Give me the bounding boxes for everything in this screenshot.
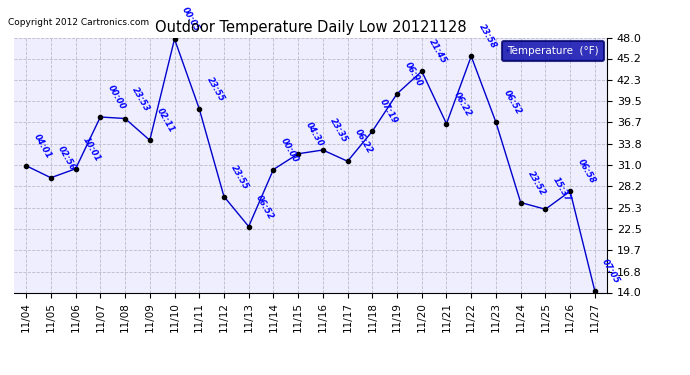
Text: 04:01: 04:01	[32, 132, 53, 160]
Text: 06:52: 06:52	[254, 193, 275, 221]
Text: 23:52: 23:52	[526, 169, 547, 197]
Text: 07:05: 07:05	[600, 258, 622, 285]
Text: 06:58: 06:58	[575, 158, 597, 186]
Text: 00:00: 00:00	[106, 84, 127, 111]
Text: 00:00: 00:00	[279, 136, 300, 164]
Text: 04:30: 04:30	[304, 120, 325, 148]
Text: 23:35: 23:35	[328, 117, 350, 144]
Text: 06:22: 06:22	[452, 90, 473, 118]
Text: 10:01: 10:01	[81, 135, 102, 163]
Text: 06:90: 06:90	[402, 60, 424, 88]
Text: 06:22: 06:22	[353, 128, 375, 156]
Text: 23:53: 23:53	[130, 85, 152, 113]
Text: 15:37: 15:37	[551, 176, 572, 204]
Text: 23:55: 23:55	[230, 163, 250, 191]
Text: 23:55: 23:55	[205, 75, 226, 103]
Text: 02:11: 02:11	[155, 107, 177, 135]
Text: 21:45: 21:45	[427, 38, 449, 66]
Text: 06:52: 06:52	[502, 89, 523, 117]
Text: Copyright 2012 Cartronics.com: Copyright 2012 Cartronics.com	[8, 18, 149, 27]
Title: Outdoor Temperature Daily Low 20121128: Outdoor Temperature Daily Low 20121128	[155, 20, 466, 35]
Text: 23:58: 23:58	[477, 23, 498, 51]
Text: 07:19: 07:19	[378, 98, 399, 126]
Legend: Temperature  (°F): Temperature (°F)	[502, 40, 604, 61]
Text: 00:05: 00:05	[180, 6, 201, 33]
Text: 02:56: 02:56	[57, 144, 78, 172]
